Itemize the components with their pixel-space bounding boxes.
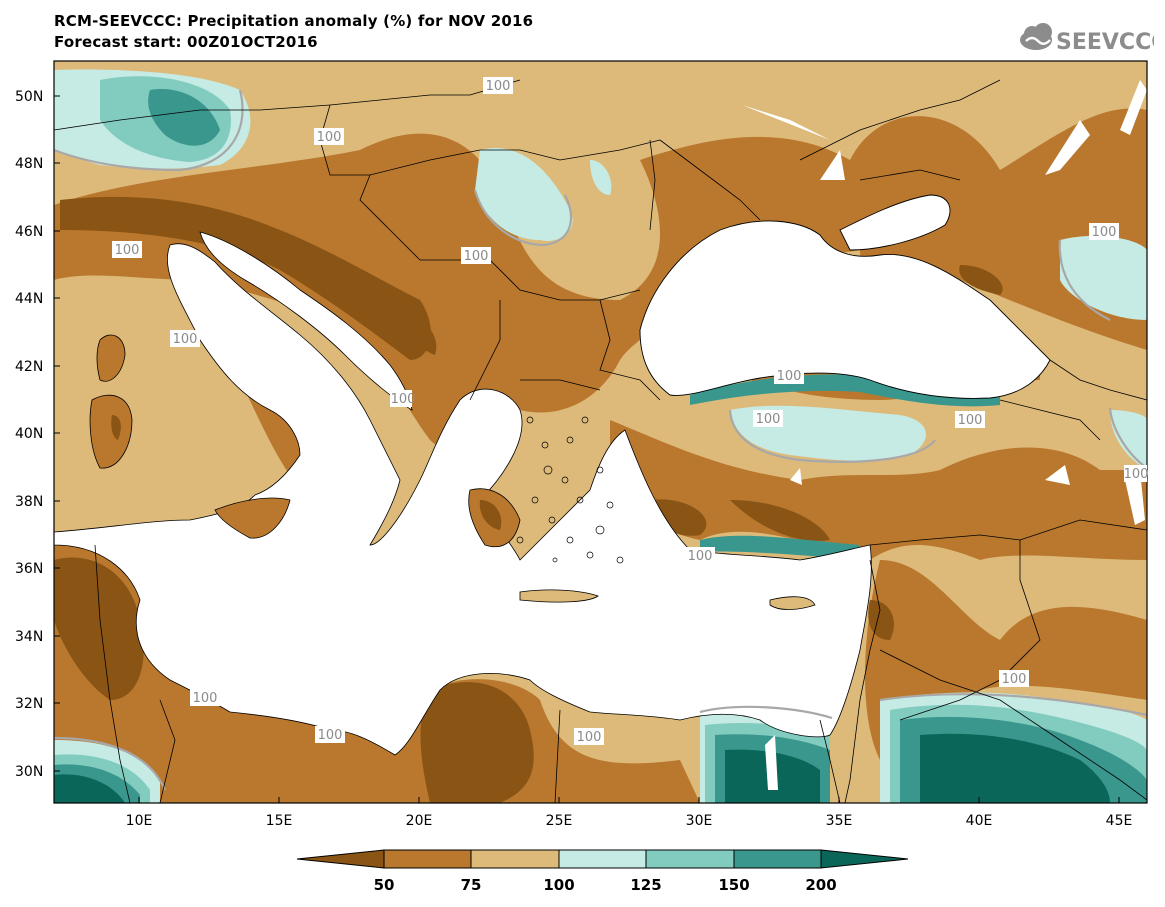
contour-label: 100 [1002,672,1027,687]
mediterranean-sea [54,243,872,756]
lat-label-32n: 32N [15,696,43,712]
colorbar-tick-200: 200 [805,876,836,894]
lon-label-45e: 45E [1106,813,1133,829]
black-sea [639,220,1051,399]
lon-label-10e: 10E [126,813,153,829]
contour-label: 100 [577,730,602,745]
contour-label: 100 [486,79,511,94]
lon-label-25e: 25E [546,813,573,829]
lon-label-35e: 35E [826,813,853,829]
contour-label: 100 [1092,225,1117,240]
lat-label-48n: 48N [15,156,43,172]
colorbar-tick-125: 125 [630,876,661,894]
lon-label-40e: 40E [966,813,993,829]
contour-label: 100 [317,130,342,145]
lat-label-44n: 44N [15,291,43,307]
colorbar-tick-100: 100 [543,876,574,894]
cloud-icon [1020,23,1052,50]
lat-label-30n: 30N [15,764,43,780]
seevccc-logo: SEEVCCC [1020,23,1154,55]
contour-label: 100 [756,412,781,427]
contour-label: 100 [173,332,198,347]
map-title: RCM-SEEVCCC: Precipitation anomaly (%) f… [54,12,534,30]
contour-label: 100 [688,549,713,564]
lon-label-15e: 15E [266,813,293,829]
contour-label: 100 [318,728,343,743]
contour-label: 100 [777,369,802,384]
colorbar-segment [820,849,909,869]
colorbar-segment [383,849,472,869]
contour-label: 100 [958,413,983,428]
colorbar-segment [470,849,560,869]
lat-label-42n: 42N [15,359,43,375]
colorbar-tick-150: 150 [718,876,749,894]
lat-label-36n: 36N [15,561,43,577]
contour-label: 100 [1124,467,1149,482]
contour-label: 100 [391,392,416,407]
dry-anomaly-region [54,108,1147,451]
contour-label: 100 [193,691,218,706]
lat-label-40n: 40N [15,426,43,442]
lon-label-30e: 30E [686,813,713,829]
colorbar-segment [296,849,385,869]
lat-label-38n: 38N [15,494,43,510]
lat-label-50n: 50N [15,89,43,105]
lat-label-46n: 46N [15,224,43,240]
lon-label-20e: 20E [406,813,433,829]
colorbar-segment [733,849,822,869]
colorbar-tick-75: 75 [461,876,482,894]
colorbar-segment [558,849,647,869]
logo-text: SEEVCCC [1056,30,1154,55]
lat-label-34n: 34N [15,629,43,645]
colorbar-segment [645,849,735,869]
colorbar-tick-50: 50 [374,876,395,894]
contour-label: 100 [464,249,489,264]
forecast-start-subtitle: Forecast start: 00Z01OCT2016 [54,33,318,51]
colorbar: 50 75 100 125 150 200 [296,849,909,894]
contour-label: 100 [115,243,140,258]
